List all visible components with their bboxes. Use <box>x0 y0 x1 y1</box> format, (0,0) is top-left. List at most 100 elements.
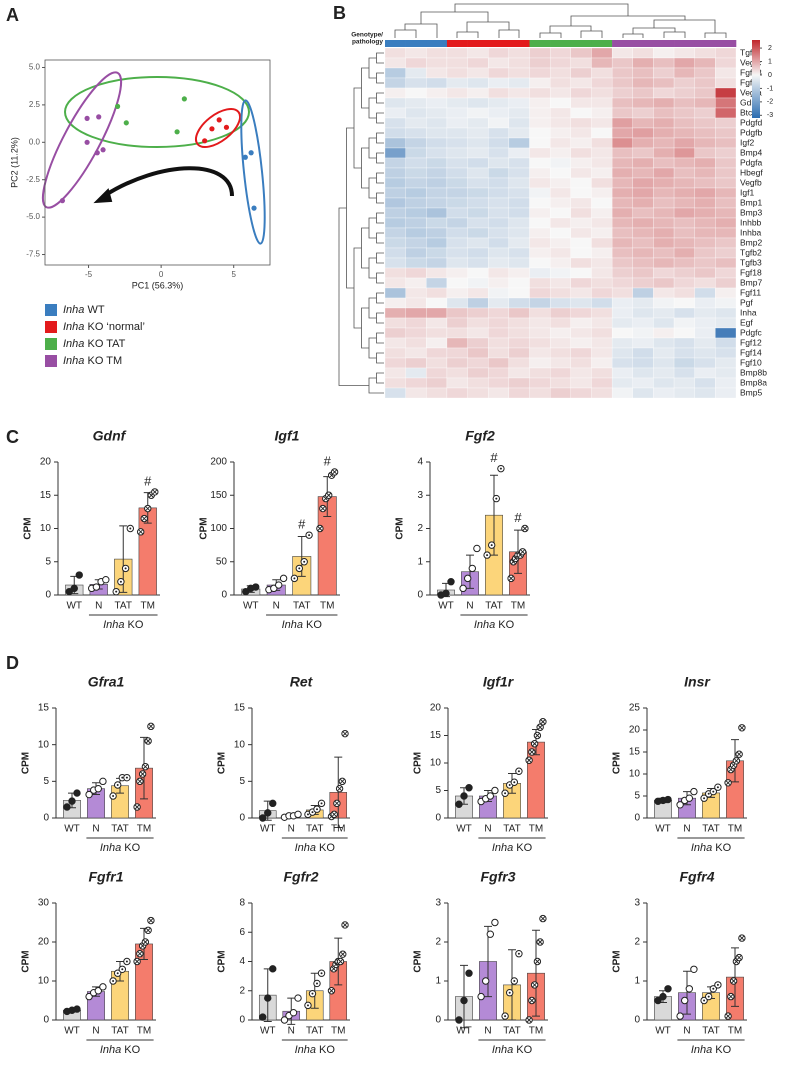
heat-cell <box>570 97 592 109</box>
heat-cell <box>467 237 489 249</box>
x-tick-label: TAT <box>111 824 128 835</box>
heat-cell <box>405 127 427 139</box>
heat-cell <box>467 297 489 309</box>
heat-cell <box>591 367 613 379</box>
heat-cell <box>508 47 530 59</box>
point-glyph <box>141 516 147 521</box>
heat-cell <box>694 317 716 329</box>
point <box>252 583 260 591</box>
heat-cell <box>529 137 551 149</box>
heat-cell <box>715 77 737 89</box>
x-tick-label: TM <box>331 1026 345 1037</box>
heat-cell <box>488 237 510 249</box>
heat-cell <box>570 247 592 259</box>
heat-cell <box>570 87 592 99</box>
heat-cell <box>673 317 695 329</box>
heat-cell <box>550 367 571 379</box>
heat-cell <box>467 207 489 219</box>
y-tick-label: 10 <box>629 769 641 780</box>
point-glyph <box>116 784 119 786</box>
column-annotation <box>508 40 530 47</box>
heat-cell <box>488 227 510 239</box>
row-label: Fgf10 <box>740 357 762 367</box>
y-tick-label: 2 <box>634 937 640 948</box>
y-axis-label: PC2 (11.2%) <box>9 137 19 188</box>
heat-cell <box>653 67 675 79</box>
point-glyph <box>535 733 540 738</box>
x-tick-label: WT <box>456 1026 472 1037</box>
heat-cell <box>529 367 551 379</box>
point-glyph <box>529 749 535 755</box>
heat-cell <box>467 107 489 119</box>
x-tick-label: 0 <box>159 270 164 279</box>
heat-cell <box>384 107 406 119</box>
heat-cell <box>467 137 489 149</box>
point <box>676 801 684 809</box>
heat-cell <box>570 347 592 359</box>
heat-cell <box>653 137 675 149</box>
heat-cell <box>673 207 695 219</box>
heat-cell <box>488 147 510 159</box>
point-glyph <box>125 960 128 963</box>
x-tick-label: WT <box>66 601 82 612</box>
point <box>463 574 472 583</box>
heat-cell <box>715 287 737 299</box>
heat-cell <box>673 347 695 359</box>
heat-cell <box>673 147 695 159</box>
x-tick-label: TM <box>728 824 742 835</box>
ellipse <box>64 76 250 148</box>
heat-cell <box>673 287 695 299</box>
row-dendrogram <box>338 52 384 394</box>
y-tick-label: 5 <box>45 556 51 567</box>
error-bar <box>490 474 498 556</box>
x-tick-label: 5 <box>231 270 236 279</box>
heat-cell <box>384 157 406 169</box>
group-label: Inha KO <box>691 842 732 854</box>
point-glyph <box>311 811 314 814</box>
point <box>251 205 257 211</box>
heat-cell <box>508 297 530 309</box>
heat-cell <box>467 307 489 319</box>
heat-cell <box>508 137 530 149</box>
heat-cell <box>694 287 716 299</box>
heat-cell <box>653 307 675 319</box>
y-tick-label: 20 <box>629 725 641 736</box>
column-dendrogram <box>394 3 727 38</box>
point-glyph <box>143 764 148 769</box>
point-glyph <box>134 959 140 964</box>
point-glyph <box>112 980 115 982</box>
heat-cell <box>715 347 737 359</box>
heat-cell <box>467 197 489 209</box>
point <box>294 810 302 819</box>
point-glyph <box>125 776 128 779</box>
heat-cell <box>405 357 427 369</box>
y-tick-label: 4 <box>239 956 245 967</box>
ellipse <box>41 71 123 209</box>
point-glyph <box>145 506 151 511</box>
row-label: Hbegf <box>740 167 763 177</box>
heat-cell <box>488 217 510 229</box>
arrow <box>102 166 234 198</box>
heat-cell <box>570 387 592 399</box>
point <box>96 114 102 120</box>
heat-cell <box>715 237 737 249</box>
heat-cell <box>446 117 468 129</box>
heat-cell <box>446 347 468 359</box>
heat-cell <box>405 87 427 99</box>
heat-cell <box>426 97 448 109</box>
heat-cell <box>673 217 695 229</box>
heat-cell <box>405 257 427 269</box>
heat-cell <box>426 197 448 209</box>
heat-cell <box>488 87 510 99</box>
heat-cell <box>694 177 716 189</box>
heat-cell <box>632 377 654 389</box>
heat-cell <box>446 267 468 279</box>
heat-cell <box>715 217 737 229</box>
heat-cell <box>405 287 427 299</box>
point-glyph <box>337 786 342 791</box>
heat-cell <box>508 257 530 269</box>
heat-cell <box>384 87 406 99</box>
row-label: Bmp8a <box>740 377 767 387</box>
heat-cell <box>446 197 468 209</box>
heat-cell <box>611 297 633 309</box>
